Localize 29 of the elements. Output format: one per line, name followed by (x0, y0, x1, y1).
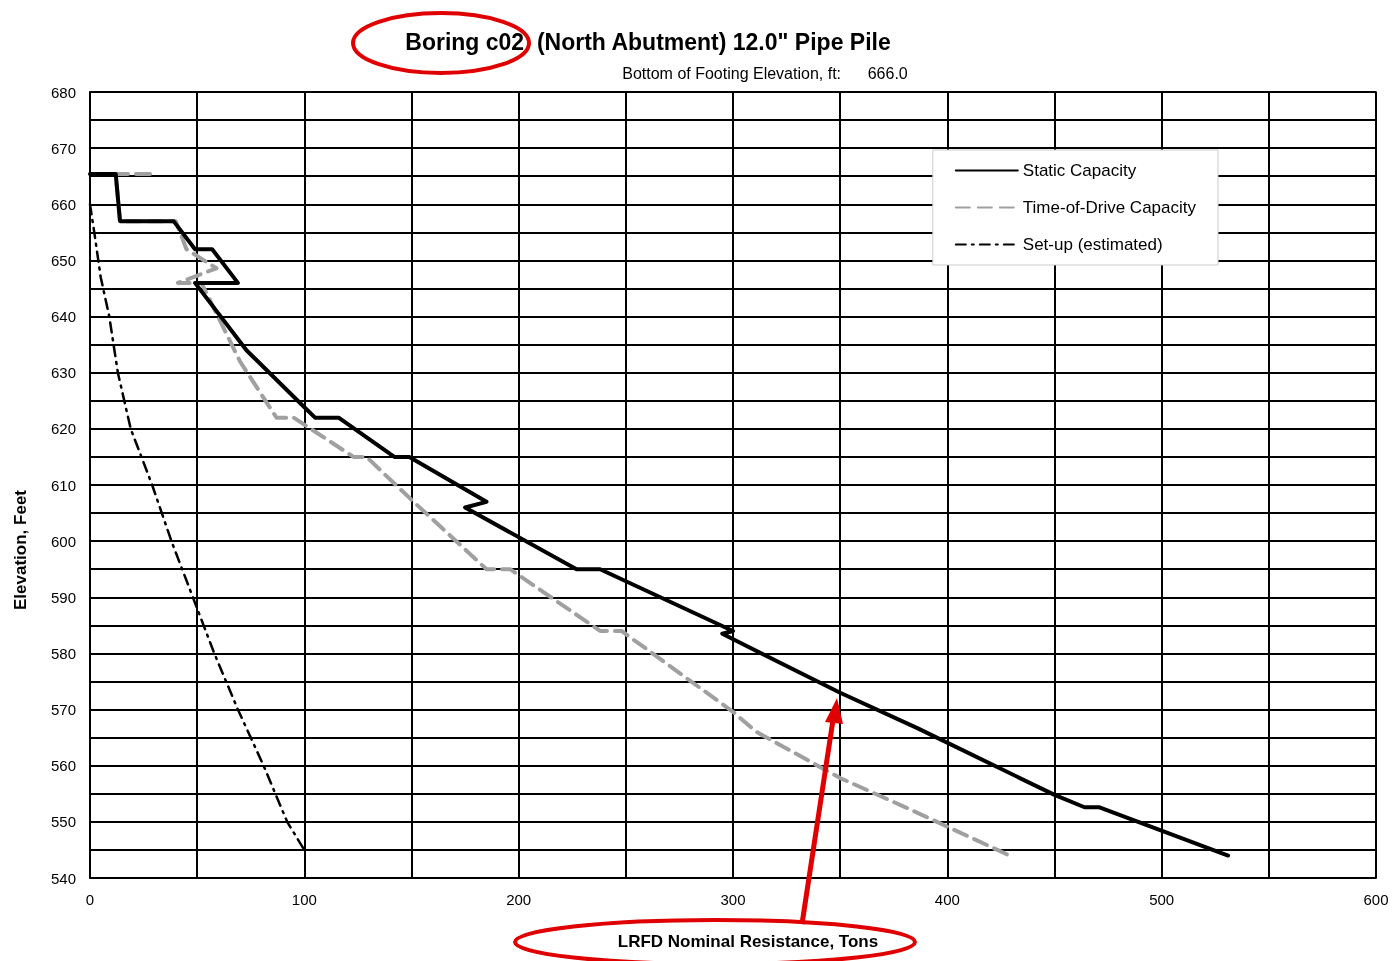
x-tick-label: 600 (1363, 891, 1389, 908)
y-tick-label: 600 (50, 532, 76, 550)
y-tick-label: 590 (50, 588, 76, 606)
y-tick-label: 620 (50, 420, 76, 438)
x-tick-label: 400 (934, 891, 960, 908)
x-tick-label: 200 (506, 891, 532, 908)
y-tick-label: 680 (50, 83, 76, 101)
y-axis-title: Elevation, Feet (11, 489, 30, 610)
y-tick-label: 630 (50, 364, 76, 382)
chart-subtitle: Bottom of Footing Elevation, ft: 666.0 (622, 64, 908, 82)
x-tick-label: 300 (720, 891, 746, 908)
y-tick-label: 580 (50, 644, 76, 662)
x-tick-label: 0 (85, 891, 95, 908)
y-tick-label: 550 (50, 813, 76, 831)
y-tick-label: 640 (50, 308, 76, 326)
y-tick-label: 560 (50, 757, 76, 775)
x-tick-label: 100 (291, 891, 317, 908)
x-tick-label: 500 (1149, 891, 1175, 908)
chart-title: Boring c02 (North Abutment) 12.0" Pipe Pile (405, 28, 891, 55)
y-tick-label: 570 (50, 701, 76, 719)
y-tick-label: 650 (50, 251, 76, 269)
y-tick-label: 660 (50, 195, 76, 213)
legend-label: Static Capacity (1022, 161, 1137, 180)
legend-label: Time-of-Drive Capacity (1022, 198, 1197, 217)
y-tick-label: 610 (50, 476, 76, 494)
y-tick-label: 670 (50, 139, 76, 157)
x-axis-title: LRFD Nominal Resistance, Tons (617, 932, 879, 951)
legend-label: Set-up (estimated) (1022, 235, 1163, 254)
y-tick-label: 540 (50, 869, 76, 887)
